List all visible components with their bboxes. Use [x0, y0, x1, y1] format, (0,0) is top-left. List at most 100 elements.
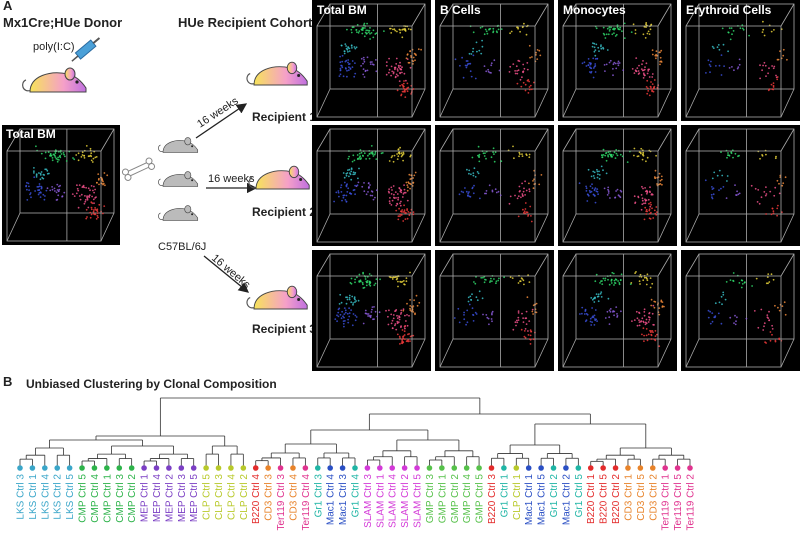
cell-dot [399, 213, 402, 216]
cell-dot [404, 338, 406, 340]
cell-dot [602, 32, 605, 35]
cell-dot [409, 309, 412, 312]
cube-edge [657, 213, 672, 243]
cell-dot [717, 44, 720, 46]
cell-dot [607, 297, 610, 300]
cell-dot [531, 310, 534, 313]
cell-dot [650, 338, 653, 340]
cell-dot [46, 187, 49, 190]
mouse-eye [299, 177, 303, 182]
cell-dot [407, 186, 409, 189]
cell-dot [94, 188, 96, 191]
cell-dot [517, 69, 520, 72]
cell-dot [538, 183, 541, 186]
cell-dot [412, 334, 415, 337]
cell-dot [347, 157, 350, 160]
cell-dot [77, 206, 80, 209]
cell-dot [593, 65, 596, 68]
cell-dot [520, 328, 523, 331]
cell-dot [596, 170, 599, 173]
cell-dot [633, 319, 636, 321]
cell-dot [482, 313, 484, 316]
cell-dot [601, 154, 603, 157]
cell-dot [765, 186, 767, 189]
cell-dot [645, 334, 648, 337]
cell-dot [390, 74, 392, 77]
cell-dot [711, 312, 714, 314]
cell-dot [395, 209, 398, 212]
cell-dot [396, 333, 399, 336]
cell-dot [585, 187, 588, 190]
cell-dot [398, 318, 401, 321]
cell-dot [729, 38, 732, 41]
cell-dot [475, 296, 478, 299]
cell-dot [39, 196, 42, 199]
leaf-label: Gr1 Ctrl 1 [499, 474, 510, 518]
cell-dot [72, 157, 74, 159]
leaf-label: SLAM Ctrl 5 [413, 474, 424, 528]
leaf-marker [290, 465, 296, 471]
cell-dot [772, 88, 775, 91]
cell-dot [412, 177, 414, 179]
cube-edge [780, 253, 795, 277]
cell-dot [722, 43, 725, 46]
cell-dot [521, 26, 524, 29]
cell-dot [524, 202, 527, 204]
leaf-marker [153, 465, 160, 471]
cell-dot [709, 65, 712, 68]
mouse [158, 205, 199, 221]
cell-dot [754, 187, 757, 190]
cell-dot [736, 316, 738, 319]
cell-dot [57, 190, 60, 193]
cell-dot [366, 56, 369, 59]
cell-dot [596, 57, 599, 60]
cell-dot [644, 190, 647, 193]
leaf-label: Gr1 Ctrl 3 [313, 474, 324, 518]
cell-dot [515, 319, 518, 322]
cell-dot [781, 184, 784, 187]
cell-dot [409, 28, 412, 31]
cell-dot [345, 184, 348, 187]
cell-dot [348, 315, 351, 318]
cell-dot [368, 157, 371, 160]
cell-dot [385, 73, 388, 76]
cell-dot [353, 297, 356, 300]
cell-dot [369, 284, 372, 287]
cube-edge [534, 128, 549, 152]
cell-dot [730, 27, 733, 29]
cell-dot [344, 60, 347, 63]
leaf-label: SLAM Ctrl 3 [363, 474, 374, 528]
cell-dot [55, 157, 58, 160]
cell-dot [354, 278, 356, 281]
cell-dot [602, 26, 605, 29]
cell-dot [483, 155, 486, 157]
cell-dot [604, 70, 606, 72]
cell-dot [397, 215, 400, 218]
cell-dot [397, 198, 399, 201]
cell-dot [777, 306, 779, 309]
cell-dot [615, 67, 618, 70]
cell-dot [400, 309, 403, 312]
cell-dot [361, 154, 364, 157]
cell-dot [593, 195, 596, 197]
leaf-marker [91, 465, 98, 471]
cell-dot [641, 317, 644, 320]
cell-dot [410, 93, 412, 95]
cell-dot [588, 62, 591, 64]
cell-dot [643, 74, 646, 77]
cell-dot [712, 193, 715, 196]
cell-dot [635, 57, 638, 59]
cell-dot [465, 60, 468, 62]
cube-edge [657, 88, 672, 118]
cell-dot [43, 198, 46, 201]
cell-dot [339, 69, 342, 72]
cell-dot [369, 184, 371, 186]
cube-edge [534, 253, 549, 277]
cube-edge [100, 128, 115, 152]
cell-dot [350, 167, 353, 170]
cell-dot [508, 202, 511, 205]
cell-dot [491, 310, 494, 313]
cell-dot [50, 154, 53, 157]
cell-dot [388, 200, 391, 203]
cell-dot [603, 187, 606, 190]
